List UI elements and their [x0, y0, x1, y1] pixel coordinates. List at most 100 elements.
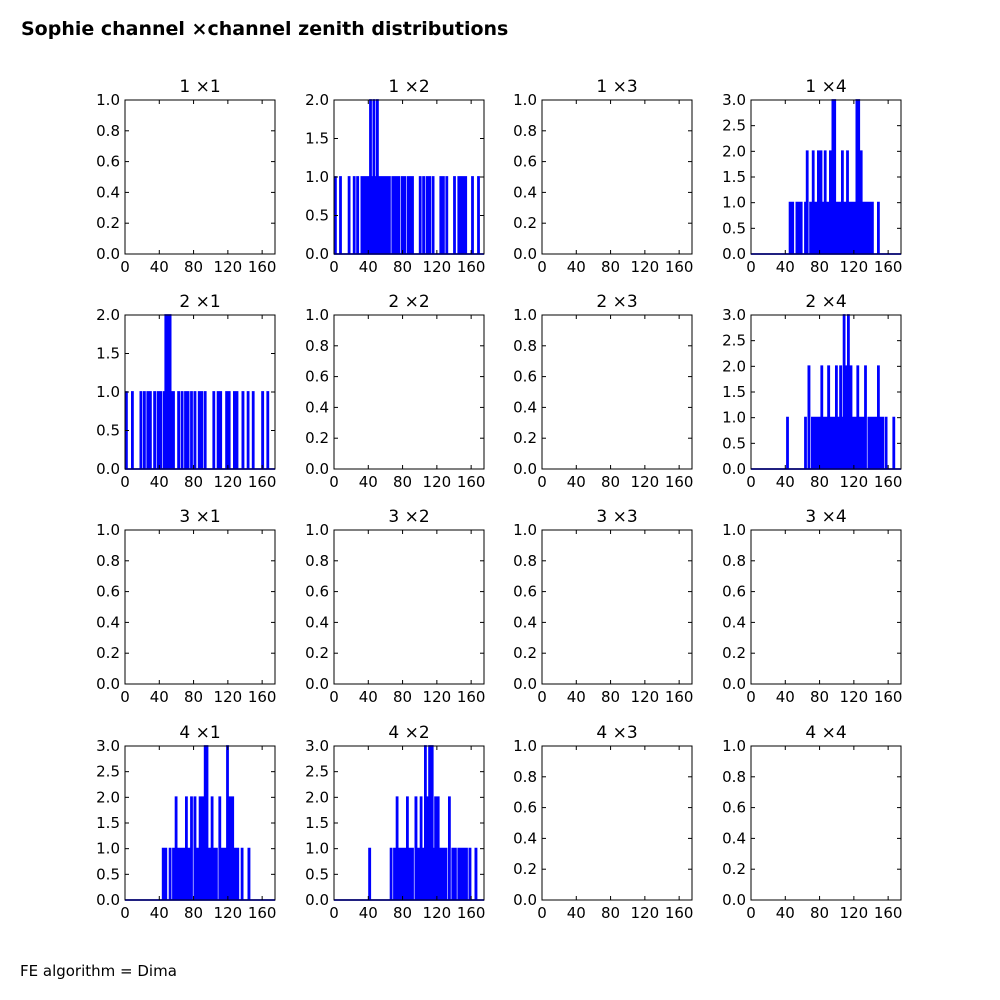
x-tick-label: 0 [329, 258, 339, 276]
x-tick-label: 120 [214, 688, 243, 706]
y-tick-label: 0.8 [513, 337, 537, 355]
y-tick-label: 2.0 [722, 357, 746, 375]
y-tick-label: 3.0 [722, 306, 746, 324]
y-tick-label: 0.0 [96, 245, 120, 263]
x-tick-label: 80 [601, 688, 620, 706]
y-tick-label: 1.5 [96, 345, 120, 363]
y-tick-label: 0.8 [513, 768, 537, 786]
x-tick-label: 40 [150, 258, 169, 276]
axes-frame [333, 314, 485, 470]
subplot-3-2: 3 ×2 0 40 80 120 160 0.0 0.2 0.4 0.6 0.8 1.0 [305, 507, 485, 706]
subplot-1-4: 1 ×4 0 40 80 120 160 0.0 0.5 1.0 1.5 2.0 2.5 3.0 [722, 77, 902, 276]
y-tick-label: 0.6 [96, 583, 120, 601]
y-tick-label: 2.5 [305, 763, 329, 781]
x-tick-label: 40 [776, 258, 795, 276]
x-tick-label: 160 [665, 258, 694, 276]
y-tick-label: 1.0 [513, 306, 537, 324]
x-tick-label: 80 [810, 258, 829, 276]
x-tick-label: 0 [120, 904, 130, 922]
x-tick-label: 120 [840, 904, 869, 922]
subplot-title: 2 ×4 [805, 292, 846, 312]
subplot-title: 1 ×4 [805, 77, 846, 97]
y-tick-label: 3.0 [722, 91, 746, 109]
x-tick-label: 120 [423, 688, 452, 706]
y-tick-label: 0.8 [513, 552, 537, 570]
y-tick-label: 2.0 [96, 788, 120, 806]
x-tick-label: 80 [601, 258, 620, 276]
x-tick-label: 80 [184, 904, 203, 922]
y-tick-label: 3.0 [96, 737, 120, 755]
y-tick-label: 0.5 [305, 865, 329, 883]
x-tick-label: 120 [214, 473, 243, 491]
x-tick-label: 80 [810, 473, 829, 491]
x-tick-label: 120 [840, 258, 869, 276]
x-tick-label: 40 [150, 473, 169, 491]
y-tick-label: 1.0 [722, 737, 746, 755]
figure-title: Sophie channel ×channel zenith distribut… [21, 18, 509, 40]
x-tick-label: 120 [631, 904, 660, 922]
subplot-2-4: 2 ×4 0 40 80 120 160 0.0 0.5 1.0 1.5 2.0 2.5 3.0 [722, 292, 902, 491]
subplot-title: 3 ×2 [388, 507, 429, 527]
x-tick-label: 40 [567, 258, 586, 276]
subplot-title: 3 ×4 [805, 507, 846, 527]
y-tick-label: 0.6 [305, 368, 329, 386]
x-tick-label: 160 [874, 904, 903, 922]
y-tick-label: 1.0 [722, 409, 746, 427]
x-tick-label: 160 [457, 258, 486, 276]
data-series-line [751, 314, 901, 470]
x-tick-label: 160 [457, 688, 486, 706]
data-series-line [125, 745, 275, 901]
x-tick-label: 80 [601, 473, 620, 491]
x-tick-label: 120 [214, 904, 243, 922]
subplot-title: 3 ×1 [179, 507, 220, 527]
y-tick-label: 1.0 [305, 168, 329, 186]
y-tick-label: 0.4 [96, 183, 120, 201]
y-tick-label: 0.4 [722, 613, 746, 631]
y-tick-label: 1.0 [96, 521, 120, 539]
x-tick-label: 120 [423, 258, 452, 276]
y-tick-label: 1.5 [305, 130, 329, 148]
x-tick-label: 80 [810, 904, 829, 922]
y-tick-label: 0.2 [513, 214, 537, 232]
x-tick-label: 120 [631, 473, 660, 491]
x-tick-label: 0 [120, 258, 130, 276]
x-tick-label: 80 [810, 688, 829, 706]
subplot-title: 3 ×3 [596, 507, 637, 527]
subplot-4-1: 4 ×1 0 40 80 120 160 0.0 0.5 1.0 1.5 2.0 2.5 3.0 [96, 723, 276, 922]
y-tick-label: 0.4 [722, 829, 746, 847]
x-tick-label: 0 [537, 258, 547, 276]
y-tick-label: 2.5 [722, 332, 746, 350]
x-tick-label: 40 [567, 688, 586, 706]
y-tick-label: 1.5 [722, 383, 746, 401]
x-tick-label: 0 [120, 688, 130, 706]
y-tick-label: 0.5 [96, 865, 120, 883]
y-tick-label: 3.0 [305, 737, 329, 755]
y-tick-label: 0.0 [305, 460, 329, 478]
x-tick-label: 160 [874, 473, 903, 491]
axes-frame [124, 99, 276, 255]
x-tick-label: 120 [840, 473, 869, 491]
y-tick-label: 0.0 [305, 675, 329, 693]
subplot-4-4: 4 ×4 0 40 80 120 160 0.0 0.2 0.4 0.6 0.8 1.0 [722, 723, 902, 922]
subplot-4-2: 4 ×2 0 40 80 120 160 0.0 0.5 1.0 1.5 2.0 2.5 3.0 [305, 723, 485, 922]
y-tick-label: 1.0 [96, 91, 120, 109]
y-tick-label: 0.4 [513, 613, 537, 631]
y-tick-label: 1.0 [96, 383, 120, 401]
y-tick-label: 0.5 [305, 207, 329, 225]
x-tick-label: 0 [329, 688, 339, 706]
y-tick-label: 0.2 [96, 214, 120, 232]
y-tick-label: 0.0 [305, 891, 329, 909]
x-tick-label: 160 [874, 258, 903, 276]
x-tick-label: 160 [665, 473, 694, 491]
subplot-title: 4 ×3 [596, 723, 637, 743]
x-tick-label: 80 [184, 688, 203, 706]
y-tick-label: 0.2 [305, 644, 329, 662]
y-tick-label: 0.0 [513, 891, 537, 909]
y-tick-label: 2.0 [722, 142, 746, 160]
y-tick-label: 0.6 [513, 368, 537, 386]
x-tick-label: 0 [329, 473, 339, 491]
subplot-title: 2 ×1 [179, 292, 220, 312]
y-tick-label: 0.6 [513, 583, 537, 601]
axes-frame [541, 314, 693, 470]
x-tick-label: 0 [537, 473, 547, 491]
